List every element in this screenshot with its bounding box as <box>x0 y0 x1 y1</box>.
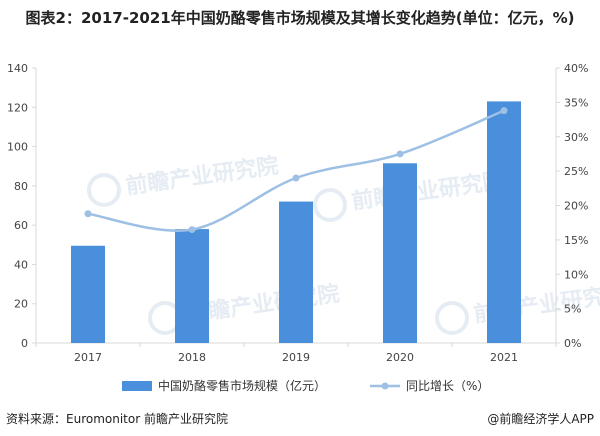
bar <box>487 101 521 344</box>
watermark-logo-icon <box>313 188 347 222</box>
left-tick-label: 100 <box>7 141 28 154</box>
growth-point <box>500 107 508 115</box>
right-tick-label: 35% <box>564 96 588 109</box>
left-tick-label: 40 <box>14 258 28 271</box>
bar <box>383 163 417 343</box>
right-tick-label: 0% <box>564 337 581 350</box>
axes-group: 0 20 40 60 80 100 120 140 0% 5% 10% 15% 20% 25% 30% 35%… <box>7 62 588 364</box>
line-group <box>84 107 508 234</box>
x-tick-label: 2018 <box>178 351 206 364</box>
bar <box>279 201 313 343</box>
bars-group <box>71 101 521 344</box>
right-tick-label: 30% <box>564 131 588 144</box>
growth-point <box>396 150 404 158</box>
left-tick-label: 20 <box>14 298 28 311</box>
left-tick-label: 0 <box>21 337 28 350</box>
credit-note: @前瞻经济学人APP <box>487 412 594 426</box>
growth-point <box>188 226 196 234</box>
bar <box>71 245 105 343</box>
right-tick-label: 15% <box>564 234 588 247</box>
legend: 中国奶酪零售市场规模（亿元） 同比增长（%） <box>122 378 489 393</box>
chart-title: 图表2：2017-2021年中国奶酪零售市场规模及其增长变化趋势(单位：亿元，%… <box>25 9 575 27</box>
growth-point <box>84 210 92 218</box>
x-tick-label: 2019 <box>282 351 310 364</box>
source-note: 资料来源：Euromonitor 前瞻产业研究院 <box>6 412 228 426</box>
watermark-text: 前瞻产业研究院 <box>124 153 280 200</box>
left-tick-label: 140 <box>7 62 28 75</box>
right-tick-label: 5% <box>564 303 581 316</box>
watermark-logo-icon <box>435 301 469 335</box>
left-tick-label: 120 <box>7 101 28 114</box>
growth-point <box>292 174 300 182</box>
left-tick-label: 80 <box>14 180 28 193</box>
left-tick-label: 60 <box>14 219 28 232</box>
legend-line-marker <box>381 382 389 390</box>
right-tick-label: 40% <box>564 62 588 75</box>
x-tick-label: 2020 <box>386 351 414 364</box>
watermark-logo-icon <box>87 173 121 207</box>
right-tick-label: 25% <box>564 165 588 178</box>
x-tick-label: 2017 <box>74 351 102 364</box>
legend-bar-label: 中国奶酪零售市场规模（亿元） <box>158 378 326 393</box>
legend-bar-swatch <box>122 381 152 391</box>
bar <box>175 229 209 343</box>
legend-line-label: 同比增长（%） <box>406 379 489 393</box>
watermark-text: 前瞻产业研究院 <box>350 168 506 215</box>
right-tick-label: 10% <box>564 268 588 281</box>
x-tick-label: 2021 <box>490 351 518 364</box>
right-tick-label: 20% <box>564 200 588 213</box>
